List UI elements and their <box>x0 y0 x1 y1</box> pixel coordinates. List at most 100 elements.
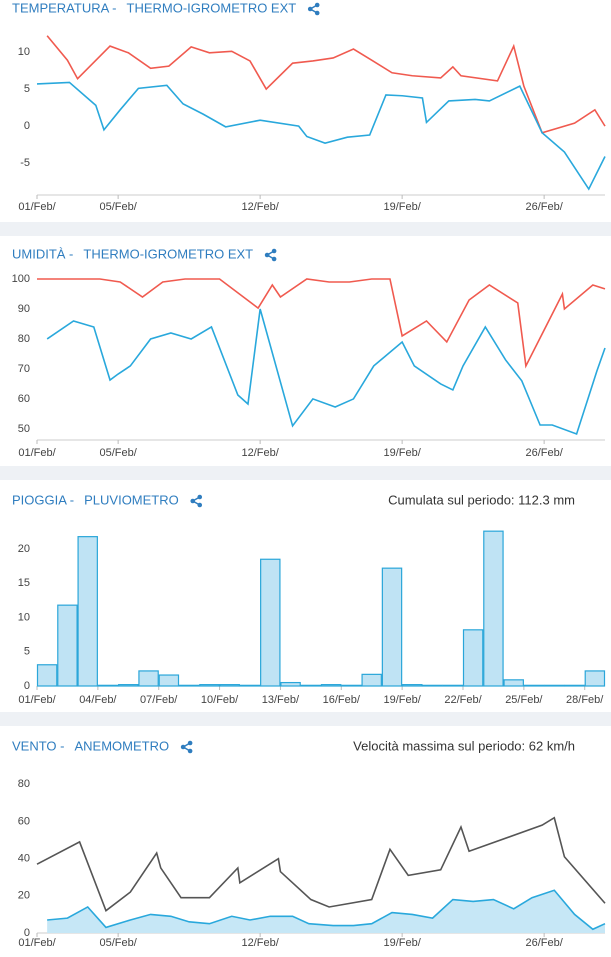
y-tick-label: 40 <box>18 853 30 865</box>
bar <box>503 679 524 687</box>
y-tick-label: -5 <box>20 157 30 169</box>
x-tick-label: 12/Feb/ <box>241 937 279 949</box>
share-icon[interactable] <box>307 2 320 16</box>
area <box>47 890 605 933</box>
x-tick-label: 12/Feb/ <box>241 447 279 459</box>
bar <box>138 670 159 687</box>
share-dot <box>271 248 277 254</box>
y-tick-label: 100 <box>12 273 30 285</box>
y-tick-label: 80 <box>18 333 30 345</box>
line <box>36 81 606 191</box>
y-tick-label: 50 <box>18 423 30 435</box>
y-tick-label: 0 <box>24 120 30 132</box>
y-tick-label: 20 <box>18 890 30 902</box>
x-tick-label: 19/Feb/ <box>383 201 421 213</box>
bar <box>523 684 545 687</box>
y-tick-label: 70 <box>18 363 30 375</box>
bar <box>341 684 362 687</box>
x-tick-label: 10/Feb/ <box>201 694 239 706</box>
chart-title: PIOGGIA - <box>12 492 74 507</box>
chart-title: TEMPERATURA - <box>12 0 117 15</box>
y-tick-label: 10 <box>18 611 30 623</box>
share-dot <box>187 740 193 746</box>
bar <box>118 684 139 687</box>
x-tick-label: 16/Feb/ <box>323 694 361 706</box>
share-icon[interactable] <box>190 494 203 508</box>
x-tick-label: 12/Feb/ <box>241 201 279 213</box>
y-tick-label: 60 <box>18 393 30 405</box>
x-tick-label: 05/Feb/ <box>99 447 137 459</box>
annotation: Velocità massima sul periodo: 62 km/h <box>353 738 575 753</box>
annotation: Cumulata sul periodo: 112.3 mm <box>388 492 575 507</box>
share-dot <box>307 6 313 12</box>
y-tick-label: 15 <box>18 577 30 589</box>
share-dot <box>314 2 320 8</box>
y-tick-label: 0 <box>24 680 30 692</box>
x-tick-label: 22/Feb/ <box>444 694 482 706</box>
bar <box>483 530 504 687</box>
bar <box>462 629 484 687</box>
bar <box>178 684 200 687</box>
chart-title: UMIDITÀ - <box>12 246 73 261</box>
chart-title: VENTO - <box>12 738 65 753</box>
x-tick-label: 01/Feb/ <box>18 937 56 949</box>
x-tick-label: 05/Feb/ <box>99 201 137 213</box>
x-tick-label: 26/Feb/ <box>525 937 563 949</box>
bar <box>97 684 119 687</box>
chart-subtitle: PLUVIOMETRO <box>84 492 179 507</box>
bar <box>544 684 565 687</box>
bar <box>442 684 464 687</box>
bar <box>158 674 180 687</box>
x-tick-label: 28/Feb/ <box>566 694 604 706</box>
share-dot <box>264 252 270 258</box>
x-tick-label: 05/Feb/ <box>99 937 137 949</box>
share-dot <box>197 494 203 500</box>
chart-subtitle: THERMO-IGROMETRO EXT <box>127 0 297 15</box>
y-tick-label: 10 <box>18 46 30 58</box>
bar <box>77 536 98 687</box>
share-icon[interactable] <box>264 248 277 262</box>
separator <box>0 466 611 480</box>
bar <box>381 567 403 687</box>
x-tick-label: 07/Feb/ <box>140 694 178 706</box>
x-tick-label: 26/Feb/ <box>525 201 563 213</box>
x-tick-label: 19/Feb/ <box>383 447 421 459</box>
y-tick-label: 60 <box>18 815 30 827</box>
bar <box>36 664 58 687</box>
y-tick-label: 0 <box>24 927 30 939</box>
x-tick-label: 01/Feb/ <box>18 201 56 213</box>
y-tick-label: 5 <box>24 646 30 658</box>
line <box>46 308 606 436</box>
y-tick-label: 80 <box>18 778 30 790</box>
x-tick-label: 25/Feb/ <box>505 694 543 706</box>
x-tick-label: 01/Feb/ <box>18 694 56 706</box>
y-tick-label: 5 <box>24 83 30 95</box>
bar <box>361 673 382 687</box>
chart-subtitle: ANEMOMETRO <box>75 738 170 753</box>
bar <box>199 684 220 687</box>
bar <box>402 684 423 687</box>
bar <box>564 684 585 687</box>
x-tick-label: 26/Feb/ <box>525 447 563 459</box>
x-tick-label: 13/Feb/ <box>262 694 300 706</box>
share-dot <box>187 748 193 754</box>
bar <box>280 681 301 687</box>
line <box>47 889 606 931</box>
line <box>36 816 606 912</box>
bar <box>219 684 240 687</box>
share-dot <box>314 10 320 16</box>
bar <box>320 684 342 687</box>
separator <box>0 222 611 236</box>
share-icon[interactable] <box>180 740 193 754</box>
bar <box>260 558 281 687</box>
bar <box>239 684 261 687</box>
chart-subtitle: THERMO-IGROMETRO EXT <box>83 246 253 261</box>
x-tick-label: 19/Feb/ <box>383 694 421 706</box>
share-dot <box>197 502 203 508</box>
separator <box>0 712 611 726</box>
bar <box>422 684 443 687</box>
x-tick-label: 04/Feb/ <box>79 694 117 706</box>
x-tick-label: 19/Feb/ <box>383 937 421 949</box>
share-dot <box>271 256 277 262</box>
